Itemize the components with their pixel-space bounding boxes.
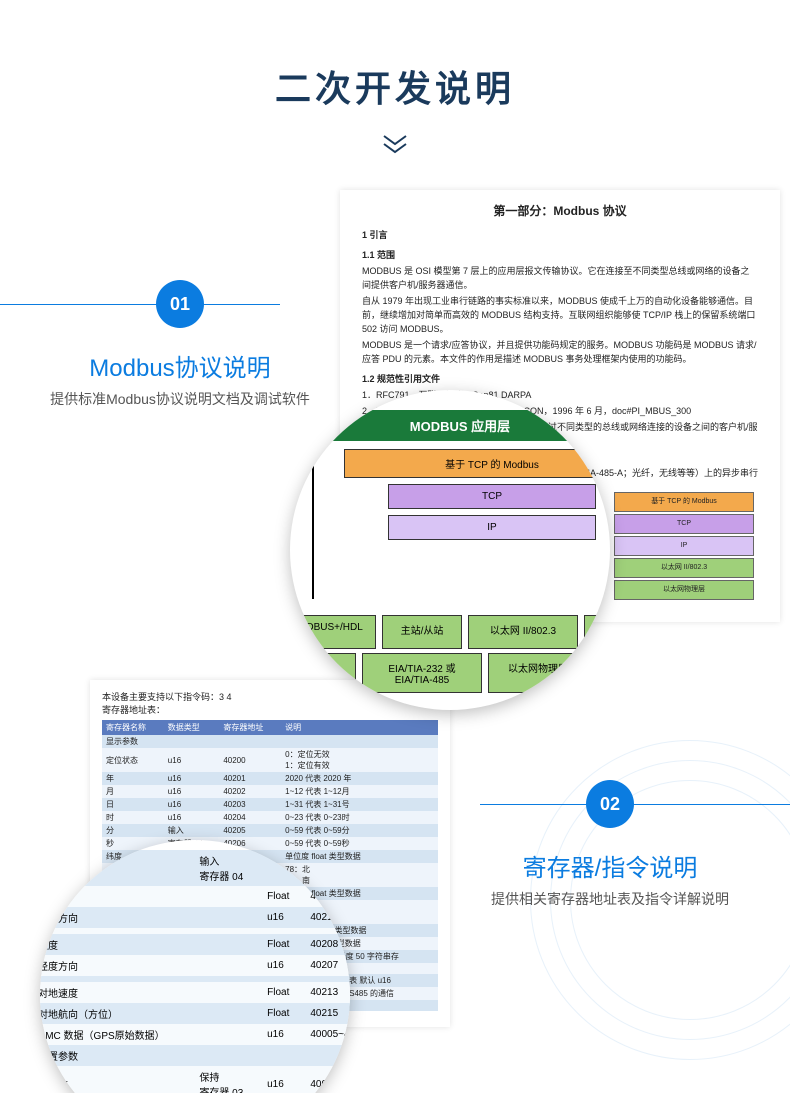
section-01: 01 Modbus协议说明 提供标准Modbus协议说明文档及调试软件 <box>50 280 310 409</box>
register-zoom-table: 秒输入 寄存器 04纬度Float40211纬度方向u1640210经度Floa… <box>40 850 350 1093</box>
doc-h: 1.2 规范性引用文件 <box>362 372 758 386</box>
doc-p: MODBUS 是一个请求/应答协议，并且提供功能码规定的服务。MODBUS 功能… <box>362 338 758 366</box>
layer-box: 接线 <box>594 653 610 693</box>
layer-box: TCP <box>388 484 595 509</box>
layer-box: 以太网 II/802.3 <box>468 615 578 649</box>
section-01-title: Modbus协议说明 <box>50 348 310 383</box>
layer-box: 232 或 I-485 <box>584 615 610 649</box>
badge-01: 01 <box>156 280 204 328</box>
layer-box: 主站/从站 <box>382 615 462 649</box>
doc-title: 第一部分：Modbus 协议 <box>362 204 758 218</box>
layer-box: DDBUS+/HDL <box>290 615 376 649</box>
section-02: 02 寄存器/指令说明 提供相关寄存器地址表及指令详解说明 <box>470 780 750 909</box>
section-01-desc: 提供标准Modbus协议说明文档及调试软件 <box>50 389 310 409</box>
doc-p: MODBUS 是 OSI 模型第 7 层上的应用层报文传输协议。它在连接至不同类… <box>362 264 758 292</box>
layer-box: EIA/TIA-232 或 EIA/TIA-485 <box>362 653 482 693</box>
doc-h: 1.1 范围 <box>362 248 758 262</box>
layer-box: 物理层 <box>290 653 356 693</box>
magnifier-protocol: MODBUS 应用层 基于 TCP 的 Modbus TCP IP DDBUS+… <box>290 390 610 710</box>
page-title: 二次开发说明 <box>0 0 790 112</box>
diagram-caption: 图 1：MODBUS 通信栈 <box>290 703 610 710</box>
layer-box: 基于 TCP 的 Modbus <box>344 449 610 478</box>
layer-box: 以太网物理层 <box>488 653 588 693</box>
section-02-title: 寄存器/指令说明 <box>470 848 750 883</box>
layer-box: IP <box>388 515 595 540</box>
doc-h: 1 引言 <box>362 228 758 242</box>
chevron-down-icon <box>0 130 790 165</box>
badge-02: 02 <box>586 780 634 828</box>
layer-app: MODBUS 应用层 <box>290 410 610 441</box>
doc-p: 自从 1979 年出现工业串行链路的事实标准以来，MODBUS 使成千上万的自动… <box>362 294 758 336</box>
section-02-desc: 提供相关寄存器地址表及指令详解说明 <box>470 889 750 909</box>
